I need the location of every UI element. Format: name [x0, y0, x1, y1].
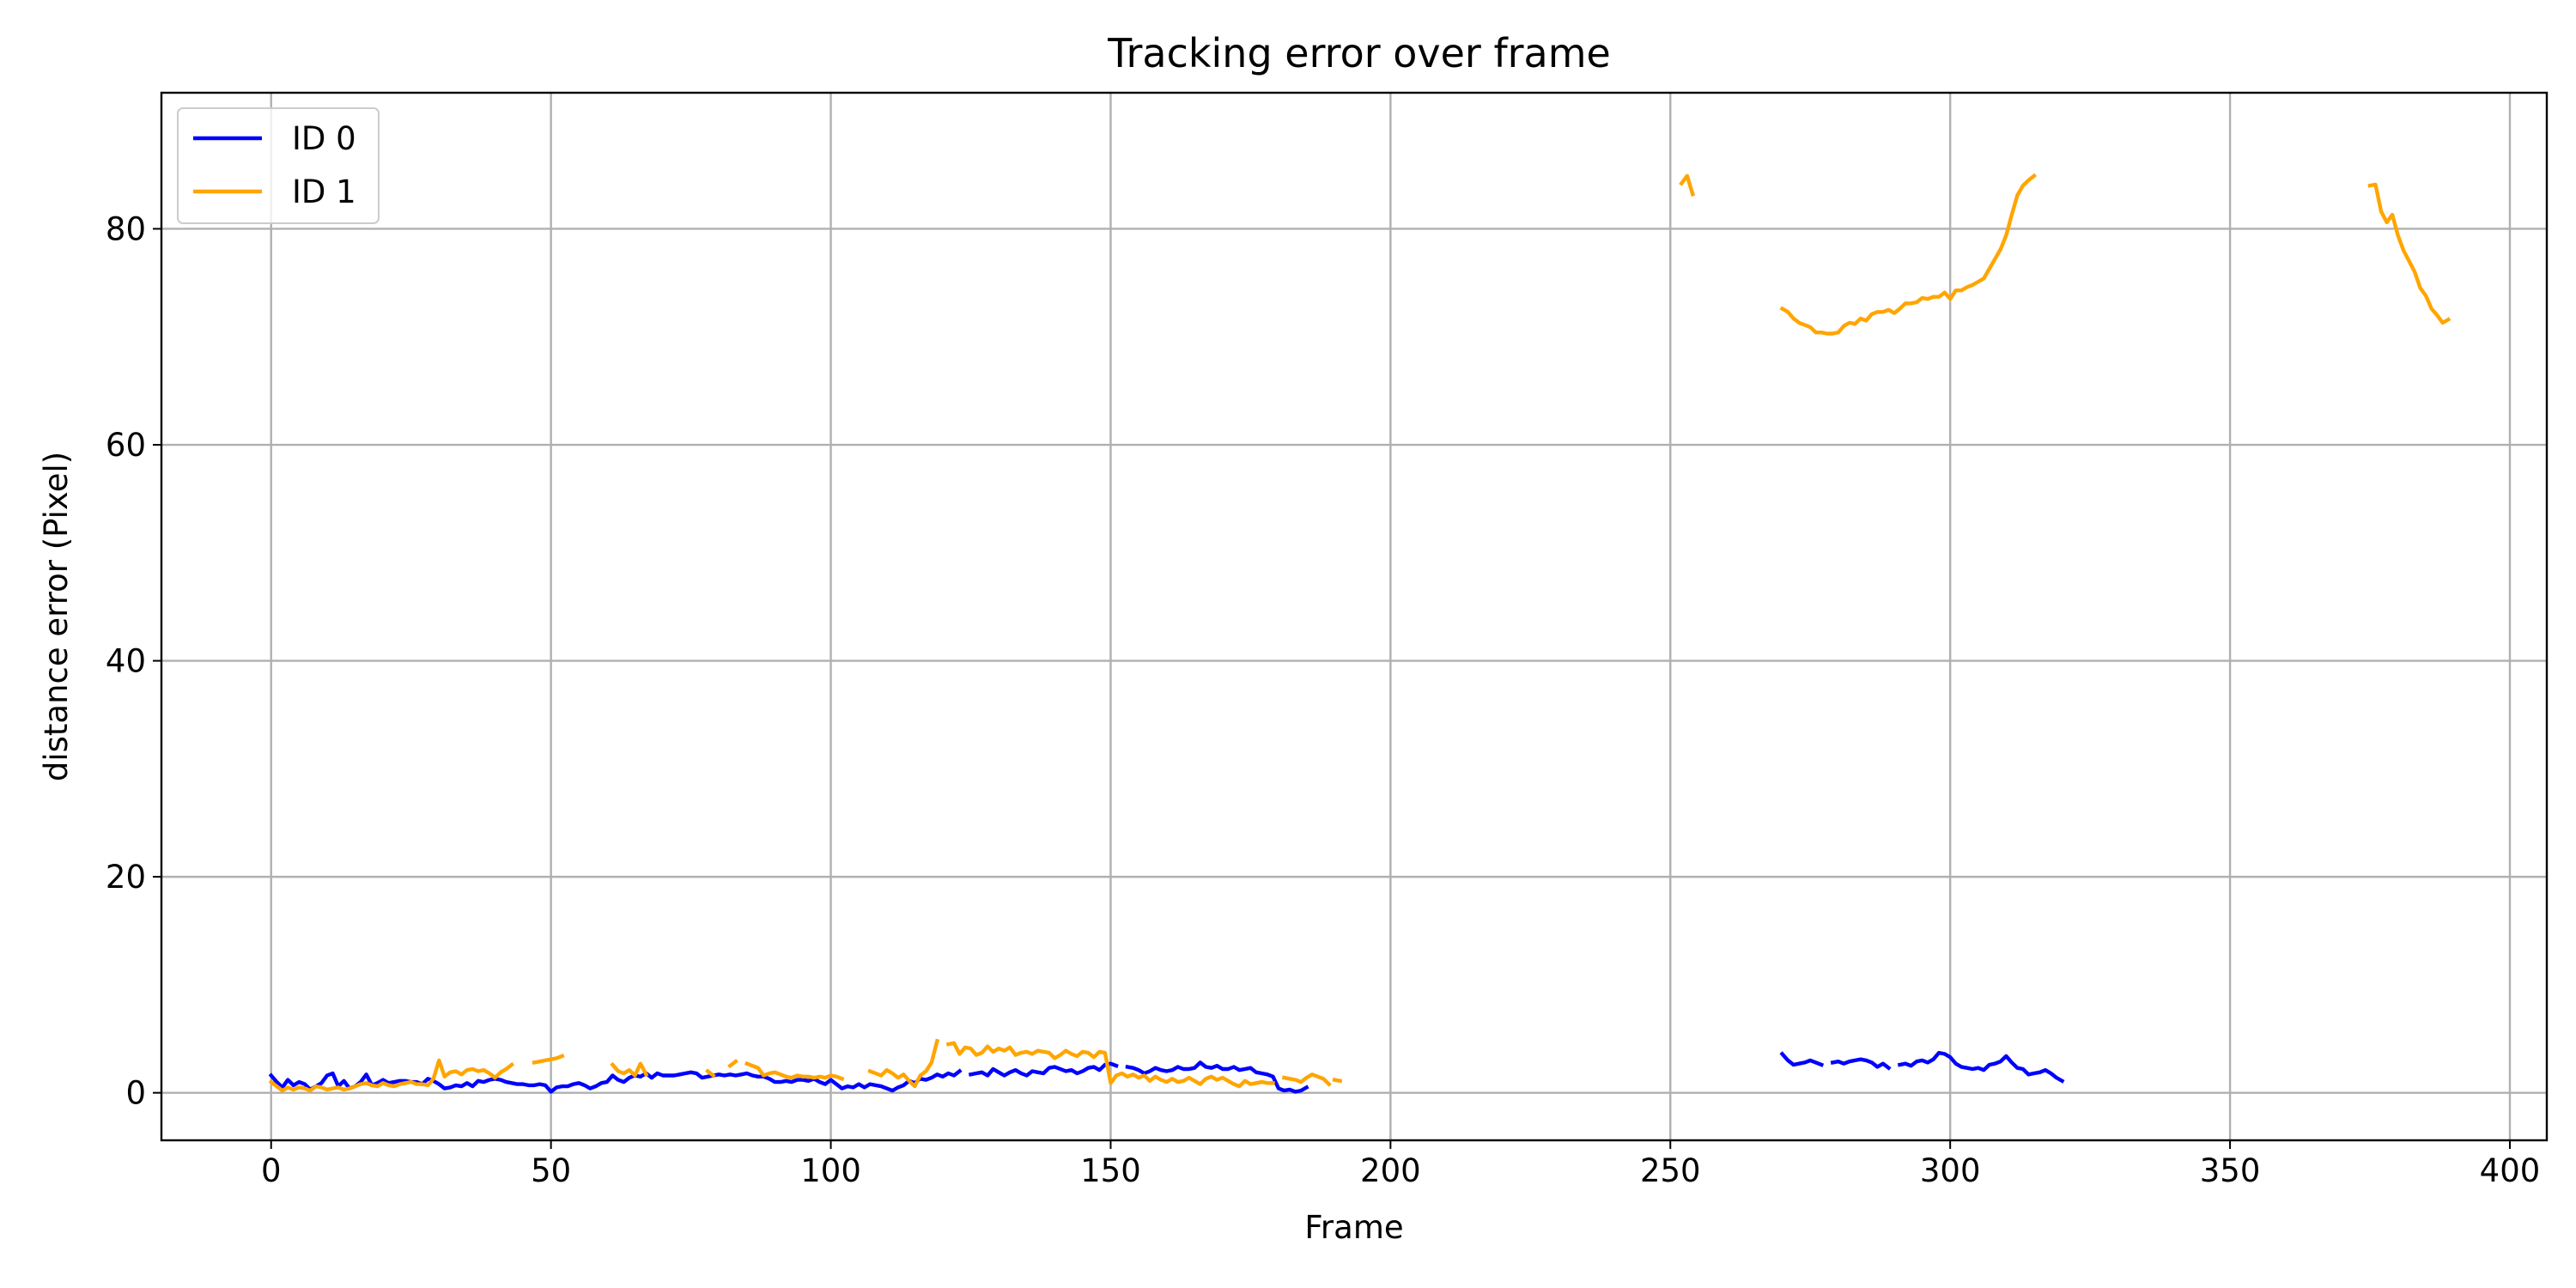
series-id-0	[268, 1050, 2065, 1094]
series-line-segment	[1897, 1050, 2065, 1084]
series-line-segment	[532, 1054, 565, 1065]
x-tick-label: 300	[1920, 1152, 1981, 1189]
series-line-segment	[1779, 173, 2037, 336]
series-line-segment	[1779, 1051, 1825, 1067]
series-line-segment	[705, 1068, 716, 1078]
x-tick-label: 400	[2480, 1152, 2541, 1189]
series-id-1	[268, 173, 2451, 1093]
series-line-segment	[1679, 173, 1696, 197]
grid	[161, 93, 2547, 1140]
y-tick-label: 0	[125, 1075, 146, 1112]
y-tick-label: 80	[106, 210, 146, 247]
legend-label-id-1: ID 1	[292, 173, 356, 210]
series-line-segment	[1125, 1060, 1309, 1094]
x-tick-label: 150	[1080, 1152, 1141, 1189]
series-line-segment	[2367, 182, 2451, 325]
plot-frame	[160, 91, 2549, 1142]
series-line-segment	[1830, 1057, 1892, 1071]
x-tick-label: 200	[1360, 1152, 1421, 1189]
series-line-segment	[268, 1068, 963, 1094]
series-line-segment	[1281, 1072, 1332, 1087]
x-axis-label: Frame	[1304, 1209, 1403, 1246]
legend: ID 0 ID 1	[177, 107, 380, 224]
y-tick-label: 60	[106, 427, 146, 464]
y-tick-label: 20	[106, 859, 146, 896]
series-line-segment	[867, 1038, 940, 1089]
x-tick-label: 50	[531, 1152, 571, 1189]
series-line-segment	[1332, 1078, 1343, 1084]
ticks: 0 50 100 150 200 250 300 350 400 0 20 40 60 80	[106, 210, 2540, 1189]
series-line-segment	[968, 1061, 1119, 1078]
series-line-segment	[268, 1058, 515, 1093]
legend-label-id-0: ID 0	[292, 120, 356, 157]
chart-title: Tracking error over frame	[1107, 30, 1611, 76]
series-line-segment	[610, 1061, 649, 1078]
x-tick-label: 100	[800, 1152, 861, 1189]
x-tick-label: 0	[261, 1152, 282, 1189]
series-line-segment	[744, 1060, 845, 1082]
y-axis-label: distance error (Pixel)	[38, 452, 75, 781]
x-tick-label: 350	[2200, 1152, 2261, 1189]
x-tick-label: 250	[1640, 1152, 1701, 1189]
series-layer	[268, 173, 2451, 1094]
series-line-segment	[727, 1059, 738, 1069]
y-tick-label: 40	[106, 643, 146, 680]
series-line-segment	[945, 1041, 1275, 1089]
